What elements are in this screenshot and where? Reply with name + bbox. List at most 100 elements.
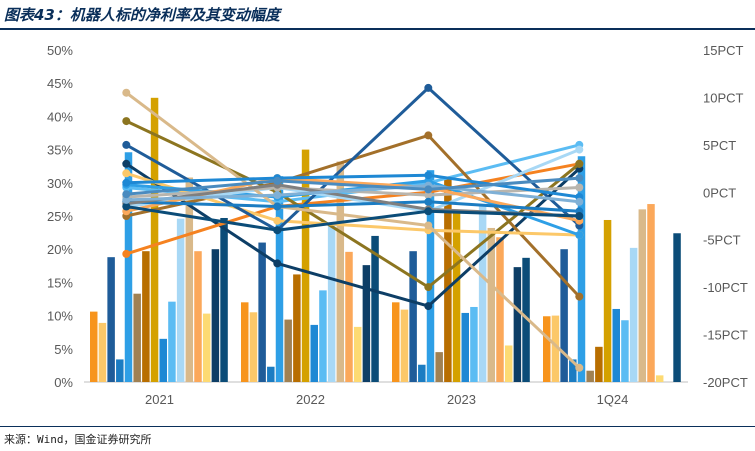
bar — [310, 324, 318, 382]
x-tick-label: 2022 — [296, 392, 325, 407]
bar — [551, 315, 560, 382]
bar — [90, 311, 98, 382]
line-point — [273, 226, 282, 235]
bar — [487, 227, 496, 382]
bar — [470, 306, 478, 382]
series-line — [124, 176, 581, 196]
line-point — [575, 183, 584, 192]
y-right-tick-label: 0PCT — [703, 185, 736, 200]
line-point — [122, 190, 131, 199]
line-point — [122, 159, 131, 168]
y-left-tick-label: 30% — [47, 176, 73, 191]
line-point — [424, 302, 433, 311]
bar — [621, 320, 629, 382]
bar — [638, 209, 647, 382]
chart-title: 图表43：机器人标的净利率及其变动幅度 — [4, 6, 280, 24]
series-line — [124, 162, 581, 308]
bar — [461, 312, 469, 382]
y-right-tick-label: 10PCT — [703, 90, 744, 105]
line-point — [122, 195, 131, 204]
line-point — [424, 221, 433, 230]
bar — [569, 359, 577, 382]
y-left-tick-label: 50% — [47, 43, 73, 58]
line-point — [424, 171, 433, 180]
y-left-tick-label: 45% — [47, 76, 73, 91]
bar — [371, 235, 379, 382]
bar — [124, 152, 133, 382]
bar — [655, 375, 664, 382]
line-point — [575, 145, 584, 154]
y-right-tick-label: -5PCT — [703, 233, 741, 248]
line-point — [273, 202, 282, 211]
bar — [577, 156, 586, 382]
line-point — [575, 292, 584, 301]
line-point — [122, 202, 131, 211]
line-point — [575, 197, 584, 206]
bar — [220, 217, 228, 382]
y-left-tick-label: 5% — [54, 342, 73, 357]
line-point — [122, 117, 131, 126]
series-line — [124, 119, 581, 289]
line-point — [122, 140, 131, 149]
source-rule — [0, 426, 755, 427]
bar — [392, 302, 400, 382]
y-left-tick-label: 20% — [47, 242, 73, 257]
x-axis: 2021 2022 2023 1Q24 — [84, 381, 688, 407]
bar — [267, 366, 275, 382]
line-point — [273, 176, 282, 185]
series-line — [124, 184, 581, 204]
bar — [612, 308, 620, 382]
line-point — [575, 174, 584, 183]
y-right-tick-label: -20PCT — [703, 375, 748, 390]
bar — [629, 247, 638, 382]
bar — [409, 251, 417, 382]
bar — [400, 309, 409, 382]
bar — [452, 212, 461, 382]
bar — [673, 233, 681, 382]
line-point — [122, 169, 131, 178]
bar — [241, 302, 249, 382]
y-left-tick-label: 0% — [54, 375, 73, 390]
bar — [133, 293, 141, 382]
y-right-tick-label: -15PCT — [703, 328, 748, 343]
line-point — [424, 197, 433, 206]
y-right-tick-label: 15PCT — [703, 43, 744, 58]
bar — [258, 242, 266, 382]
bars — [90, 97, 681, 382]
bar — [176, 218, 185, 382]
line-point — [424, 283, 433, 292]
x-tick-label: 2021 — [145, 392, 174, 407]
y-left-tick-label: 10% — [47, 309, 73, 324]
bar — [194, 251, 202, 382]
bar — [586, 370, 594, 382]
x-tick-label: 2023 — [447, 392, 476, 407]
y-right-tick-label: -10PCT — [703, 280, 748, 295]
bar — [319, 290, 327, 382]
series-line — [124, 205, 581, 232]
y-left-tick-label: 15% — [47, 275, 73, 290]
series-line — [124, 173, 581, 199]
bar — [116, 359, 124, 382]
source-note: 来源：Wind，国金证券研究所 — [4, 433, 152, 446]
bar — [202, 313, 211, 382]
bar — [159, 338, 167, 382]
line-point — [273, 191, 282, 200]
bar — [595, 346, 603, 382]
lines — [122, 83, 584, 372]
line-point — [575, 363, 584, 372]
bar — [560, 249, 568, 382]
bar — [647, 204, 655, 382]
bar — [478, 205, 487, 382]
chart: 0% 5% 10% 15% 20% 25% 30% 35% 40% 45% 50% -20PCT -1… — [47, 43, 748, 407]
right-axis: -20PCT -15PCT -10PCT -5PCT 0PCT 5PCT 10PCT 15PC… — [703, 43, 748, 390]
bar — [275, 176, 284, 382]
line-point — [122, 88, 131, 97]
bar — [362, 265, 371, 382]
line-point — [575, 212, 584, 220]
bar — [345, 251, 353, 382]
y-left-tick-label: 25% — [47, 209, 73, 224]
y-left-tick-label: 40% — [47, 109, 73, 124]
bar — [98, 322, 107, 382]
bar — [107, 257, 115, 382]
bar — [185, 177, 194, 382]
